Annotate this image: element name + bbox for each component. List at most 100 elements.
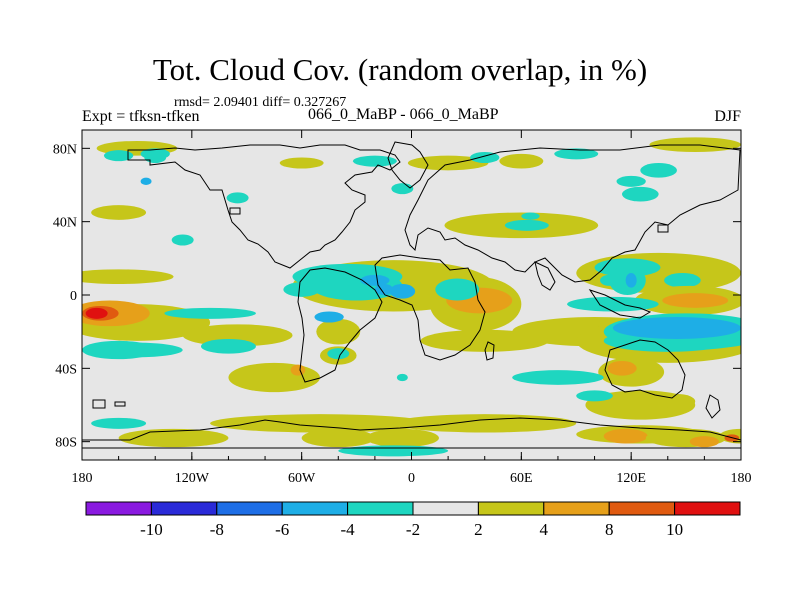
anomaly-region-17 xyxy=(82,269,174,284)
coastlines xyxy=(82,141,741,449)
anomaly-region-45 xyxy=(210,414,430,433)
coastline-island-2 xyxy=(114,401,126,407)
colorbar-label-2: -6 xyxy=(275,520,289,539)
colorbar: -10 -8 -6 -4 -2 2 4 8 10 xyxy=(85,501,741,539)
anomaly-region-61 xyxy=(360,274,390,286)
colorbar-segment-4 xyxy=(347,501,414,516)
coastline-island-4 xyxy=(657,224,669,233)
anomaly-region-56 xyxy=(91,417,147,429)
colorbar-segment-9 xyxy=(674,501,741,516)
colorbar-segment-6 xyxy=(477,501,545,516)
anomaly-region-76 xyxy=(612,317,741,339)
colorbar-label-5: 2 xyxy=(474,520,483,539)
coastline-south-america xyxy=(297,267,383,383)
axis-layer: 180 120W 60W 0 60E 120E 180 80N 40N 0 40S 80S xyxy=(53,130,752,486)
anomaly-region-40 xyxy=(420,329,549,352)
anomaly-region-37 xyxy=(316,318,361,345)
anomaly-region-4 xyxy=(279,157,324,169)
anomaly-region-35 xyxy=(290,364,306,376)
anomaly-region-39 xyxy=(327,348,350,360)
colorbar-label-8: 10 xyxy=(666,520,683,539)
colorbar-segment-5 xyxy=(412,501,479,516)
anomaly-region-69 xyxy=(616,175,646,187)
anomaly-region-20 xyxy=(389,284,416,299)
coastline-madagascar xyxy=(484,341,495,361)
anomaly-region-8 xyxy=(640,163,677,178)
lon-tick-label-3: 0 xyxy=(408,471,415,486)
lon-tick-label-5: 120E xyxy=(616,471,646,486)
coastline-africa xyxy=(374,254,486,361)
colorbar-label-6: 4 xyxy=(540,520,549,539)
anomaly-region-11 xyxy=(171,234,194,246)
anomaly-region-80 xyxy=(512,370,604,385)
anomaly-region-51 xyxy=(603,428,648,444)
coastline-island-1 xyxy=(92,399,106,409)
anomaly-region-78 xyxy=(91,342,183,358)
anomaly-region-57 xyxy=(338,445,449,457)
colorbar-segment-0 xyxy=(85,501,152,516)
anomaly-region-13 xyxy=(504,219,549,231)
anomaly-region-74 xyxy=(600,274,619,286)
anomaly-region-71 xyxy=(521,212,540,220)
lat-tick-label-0: 80N xyxy=(53,142,77,157)
colorbar-segment-8 xyxy=(608,501,676,516)
anomaly-region-66 xyxy=(352,155,397,167)
anomaly-region-34 xyxy=(228,362,320,393)
plot-title: Tot. Cloud Cov. (random overlap, in %) xyxy=(152,52,648,87)
coastline-greenland xyxy=(387,141,429,189)
anomaly-region-6 xyxy=(499,153,544,169)
coastline-antarctica xyxy=(82,417,741,441)
anomaly-region-5 xyxy=(407,155,489,171)
anomaly-region-82 xyxy=(576,390,613,402)
anomaly-region-14 xyxy=(576,252,741,294)
anomaly-region-81 xyxy=(396,373,408,382)
colorbar-label-7: 8 xyxy=(605,520,614,539)
coastline-island-3 xyxy=(229,207,241,215)
anomaly-region-2 xyxy=(103,150,134,162)
colorbar-segment-2 xyxy=(216,501,283,516)
anomaly-region-68 xyxy=(470,152,500,163)
anomaly-region-10 xyxy=(226,192,249,204)
anomaly-region-73 xyxy=(625,273,637,288)
lon-tick-label-6: 180 xyxy=(731,471,752,486)
case-label: 066_0_MaBP - 066_0_MaBP xyxy=(308,106,499,123)
anomaly-region-65 xyxy=(164,307,256,319)
lat-tick-label-1: 40N xyxy=(53,216,77,231)
lat-tick-label-2: 0 xyxy=(70,289,77,304)
anomaly-region-64 xyxy=(314,311,344,323)
anomaly-region-33 xyxy=(182,324,293,347)
lat-tick-label-4: 80S xyxy=(55,436,77,451)
lon-tick-label-0: 180 xyxy=(72,471,93,486)
colorbar-label-0: -10 xyxy=(140,520,163,539)
anomaly-region-53 xyxy=(689,436,720,448)
lon-tick-label-2: 60W xyxy=(288,471,316,486)
anomaly-region-49 xyxy=(365,428,439,448)
lon-tick-label-1: 120W xyxy=(175,471,210,486)
anomaly-region-46 xyxy=(393,414,577,433)
anomaly-region-67 xyxy=(391,183,414,195)
coastline-north-america xyxy=(127,144,401,269)
coastline-india xyxy=(534,261,556,291)
anomaly-region-77 xyxy=(567,296,659,312)
colorbar-segment-1 xyxy=(150,501,218,516)
season-label: DJF xyxy=(714,108,741,125)
lat-tick-label-3: 40S xyxy=(55,362,77,377)
lon-tick-label-4: 60E xyxy=(510,471,533,486)
anomaly-region-27 xyxy=(662,293,729,308)
colorbar-label-3: -4 xyxy=(341,520,356,539)
anomaly-region-16 xyxy=(664,273,701,288)
anomaly-region-79 xyxy=(435,278,480,301)
colorbar-segment-3 xyxy=(281,501,349,516)
colorbar-segment-7 xyxy=(543,501,610,516)
colorbar-label-4: -2 xyxy=(406,520,420,539)
anomaly-region-9 xyxy=(91,205,147,220)
anomaly-region-58 xyxy=(140,177,152,185)
anomaly-region-42 xyxy=(607,361,637,376)
anomaly-region-7 xyxy=(554,148,599,160)
colorbar-label-1: -8 xyxy=(210,520,224,539)
anomaly-region-62 xyxy=(283,282,320,297)
coastline-maritime-continent xyxy=(588,289,652,319)
coastline-australia xyxy=(604,339,686,399)
